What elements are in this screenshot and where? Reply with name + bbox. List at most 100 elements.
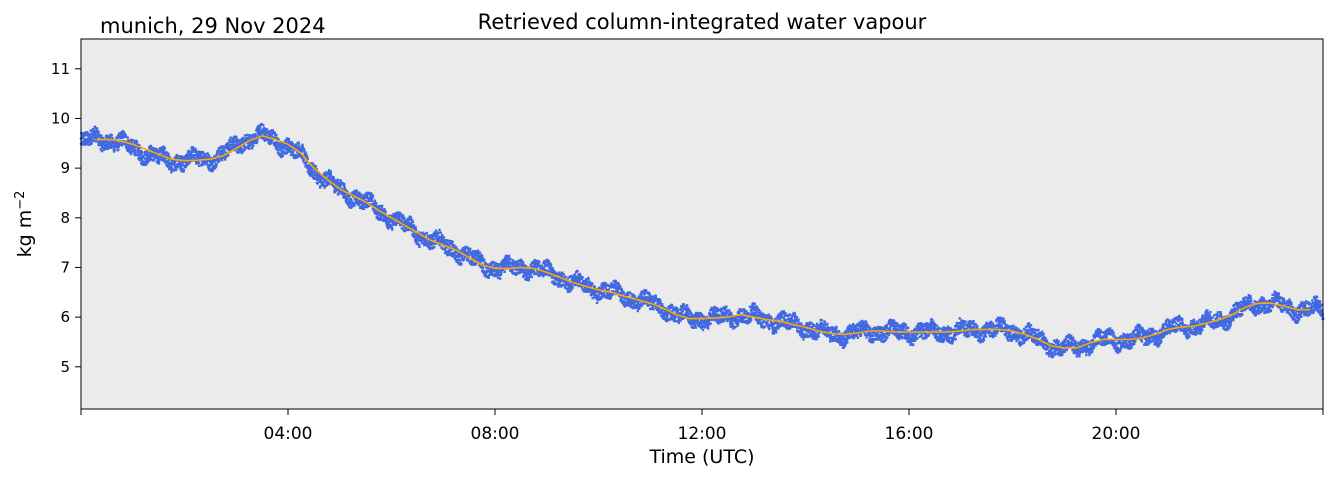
vapour-point <box>795 316 799 319</box>
vapour-point <box>698 325 702 328</box>
vapour-point <box>423 233 427 236</box>
vapour-point <box>152 149 155 152</box>
vapour-point <box>159 157 162 161</box>
vapour-point <box>477 259 481 262</box>
vapour-point <box>875 335 878 338</box>
vapour-point <box>466 247 470 251</box>
vapour-point <box>284 145 287 148</box>
vapour-point <box>154 155 158 159</box>
vapour-point <box>112 150 116 153</box>
vapour-point <box>897 328 900 331</box>
vapour-point <box>855 326 858 329</box>
vapour-point <box>542 261 545 265</box>
vapour-point <box>440 246 443 249</box>
vapour-point <box>755 319 759 322</box>
vapour-point <box>627 297 631 300</box>
vapour-point <box>386 224 389 228</box>
vapour-point <box>511 270 514 273</box>
vapour-point <box>524 268 527 271</box>
vapour-point <box>602 292 606 295</box>
vapour-point <box>908 335 911 338</box>
vapour-point <box>184 160 187 163</box>
vapour-point <box>186 153 189 156</box>
vapour-point <box>428 246 432 249</box>
vapour-point <box>693 321 697 324</box>
vapour-point <box>132 146 135 149</box>
vapour-point <box>343 182 346 186</box>
vapour-point <box>420 238 423 241</box>
vapour-point <box>718 314 721 317</box>
vapour-point <box>96 127 99 130</box>
vapour-point <box>921 326 925 329</box>
vapour-point <box>347 202 350 205</box>
vapour-point <box>782 324 785 327</box>
vapour-point <box>338 191 341 194</box>
vapour-point <box>497 270 501 273</box>
vapour-point <box>432 242 435 246</box>
vapour-point <box>443 240 446 244</box>
vapour-point <box>375 211 378 215</box>
vapour-point <box>326 182 329 186</box>
vapour-point <box>408 218 411 221</box>
vapour-point <box>775 316 779 319</box>
vapour-point <box>777 327 780 330</box>
vapour-point <box>371 196 374 199</box>
vapour-point <box>331 179 334 183</box>
vapour-point <box>487 276 490 279</box>
vapour-point <box>353 204 356 207</box>
vapour-point <box>861 329 864 332</box>
vapour-point <box>183 157 186 160</box>
vapour-point <box>250 140 253 143</box>
vapour-point <box>765 314 768 318</box>
vapour-point <box>96 139 99 143</box>
vapour-point <box>842 346 846 349</box>
vapour-point <box>757 308 761 312</box>
vapour-point <box>783 313 786 317</box>
vapour-point <box>111 142 115 145</box>
vapour-point <box>775 318 778 322</box>
vapour-point <box>659 302 662 305</box>
vapour-point <box>411 219 414 222</box>
vapour-point <box>851 323 855 326</box>
vapour-point <box>150 157 153 161</box>
vapour-point <box>348 206 351 209</box>
vapour-point <box>242 136 245 140</box>
vapour-point <box>788 317 791 320</box>
vapour-point <box>885 332 888 335</box>
vapour-point <box>864 320 868 323</box>
vapour-point <box>530 275 534 279</box>
vapour-point <box>180 169 183 173</box>
vapour-point <box>877 336 881 339</box>
vapour-point <box>904 332 907 335</box>
vapour-point <box>220 157 223 160</box>
vapour-point <box>592 290 596 294</box>
vapour-point <box>235 142 238 145</box>
vapour-point <box>745 315 748 319</box>
vapour-point <box>451 240 454 244</box>
vapour-point <box>684 312 687 315</box>
vapour-point <box>916 332 919 335</box>
vapour-point <box>277 148 280 152</box>
vapour-point <box>619 285 622 288</box>
vapour-point <box>185 160 189 164</box>
vapour-point <box>558 284 561 287</box>
vapour-point <box>319 176 322 179</box>
vapour-point <box>371 195 375 198</box>
vapour-point <box>539 264 542 267</box>
vapour-point <box>622 290 625 294</box>
vapour-point <box>868 328 872 331</box>
vapour-point <box>502 268 505 271</box>
vapour-point <box>791 319 794 322</box>
vapour-point <box>131 139 134 142</box>
vapour-point <box>598 286 601 290</box>
vapour-point <box>207 154 210 157</box>
vapour-point <box>865 322 868 325</box>
vapour-point <box>678 319 681 322</box>
vapour-point <box>322 181 325 184</box>
vapour-point <box>482 257 485 260</box>
vapour-point <box>623 300 626 304</box>
vapour-point <box>120 134 124 138</box>
vapour-point <box>593 293 597 296</box>
vapour-point <box>514 264 517 267</box>
vapour-point <box>235 137 238 140</box>
